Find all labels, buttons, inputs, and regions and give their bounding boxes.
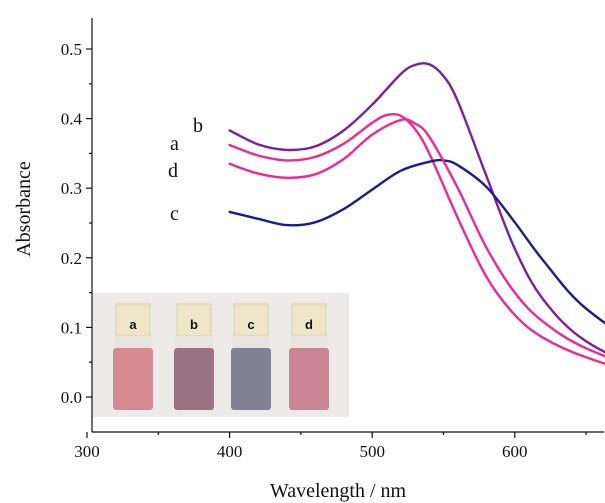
x-tick-label: 500 xyxy=(359,442,385,461)
curve-label-a: a xyxy=(170,133,179,155)
vial-c: c xyxy=(231,303,271,410)
vial-liquid xyxy=(289,348,329,410)
vial-a: a xyxy=(113,303,153,410)
vial-b: b xyxy=(174,303,214,410)
vial-d: d xyxy=(289,303,329,410)
curve-label-b: b xyxy=(193,115,203,137)
vial-label: d xyxy=(305,317,313,332)
vial-liquid xyxy=(174,348,214,410)
y-tick-label: 0.5 xyxy=(61,40,82,59)
y-tick-label: 0.0 xyxy=(61,388,82,407)
y-tick-label: 0.1 xyxy=(61,318,82,337)
vial-label: c xyxy=(247,317,254,332)
vial-cap xyxy=(115,303,151,337)
series-layer xyxy=(228,62,605,365)
vial-photo-inset: a b c d xyxy=(92,293,349,417)
vial-liquid xyxy=(231,348,271,410)
curve-label-c: c xyxy=(170,203,179,225)
series-line-b xyxy=(228,62,605,354)
x-tick-label: 400 xyxy=(217,442,243,461)
vial-liquid xyxy=(113,348,153,410)
y-tick-label: 0.3 xyxy=(61,179,82,198)
x-tick-label: 300 xyxy=(74,442,100,461)
vial-label: a xyxy=(129,317,137,332)
y-tick-label: 0.4 xyxy=(61,110,83,129)
vial-label: b xyxy=(190,317,198,332)
y-tick-label: 0.2 xyxy=(61,249,82,268)
vial-cap xyxy=(233,303,269,337)
y-axis-title: Absorbance xyxy=(13,161,35,257)
vial-neck xyxy=(290,336,328,348)
series-line-c xyxy=(228,158,605,325)
curve-label-d: d xyxy=(168,160,178,182)
series-line-d xyxy=(228,118,605,358)
vial-neck xyxy=(114,336,152,348)
vial-neck xyxy=(175,336,213,348)
x-tick-label: 600 xyxy=(502,442,528,461)
x-axis-title: Wavelength / nm xyxy=(270,480,407,502)
vial-cap xyxy=(176,303,212,337)
curve-labels: ab cd xyxy=(168,115,203,225)
vial-neck xyxy=(232,336,270,348)
series-line-a xyxy=(228,112,605,365)
axes: 3004005006007008000.00.10.20.30.40.5 xyxy=(61,18,604,461)
